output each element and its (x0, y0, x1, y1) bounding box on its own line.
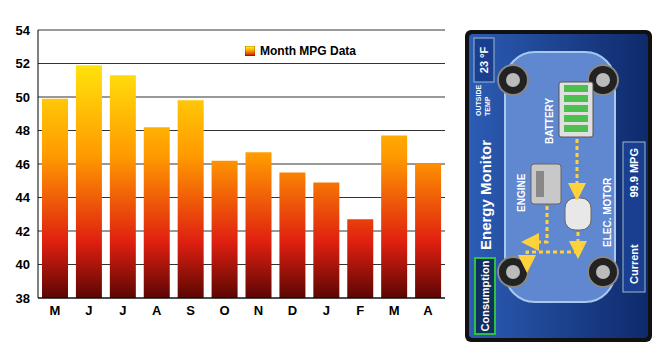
svg-text:Consumption: Consumption (479, 260, 491, 331)
svg-text:Current: Current (628, 244, 640, 284)
svg-text:M: M (50, 303, 61, 318)
svg-text:42: 42 (16, 224, 30, 239)
svg-text:Energy Monitor: Energy Monitor (477, 140, 494, 250)
svg-text:S: S (186, 303, 195, 318)
svg-text:F: F (356, 303, 364, 318)
svg-text:99.9 MPG: 99.9 MPG (628, 148, 640, 198)
svg-text:O: O (219, 303, 229, 318)
svg-text:ENGINE: ENGINE (516, 173, 527, 212)
svg-text:D: D (288, 303, 297, 318)
svg-text:TEMP: TEMP (484, 96, 491, 116)
svg-text:J: J (85, 303, 92, 318)
svg-text:52: 52 (16, 56, 30, 71)
svg-text:54: 54 (16, 23, 31, 38)
svg-text:J: J (119, 303, 126, 318)
svg-text:38: 38 (16, 291, 30, 306)
svg-text:50: 50 (16, 90, 30, 105)
svg-text:40: 40 (16, 257, 30, 272)
svg-text:A: A (152, 303, 162, 318)
svg-text:A: A (423, 303, 433, 318)
svg-text:46: 46 (16, 157, 30, 172)
svg-text:ELEC. MOTOR: ELEC. MOTOR (602, 177, 613, 247)
svg-text:J: J (323, 303, 330, 318)
svg-text:23 °F: 23 °F (478, 47, 490, 74)
svg-text:N: N (254, 303, 263, 318)
svg-text:48: 48 (16, 123, 30, 138)
svg-text:BATTERY: BATTERY (544, 98, 555, 144)
svg-text:M: M (389, 303, 400, 318)
svg-text:OUTSIDE: OUTSIDE (475, 85, 482, 116)
svg-text:44: 44 (16, 190, 31, 205)
html-text:Month MPG Data: Month MPG Data (260, 44, 356, 58)
